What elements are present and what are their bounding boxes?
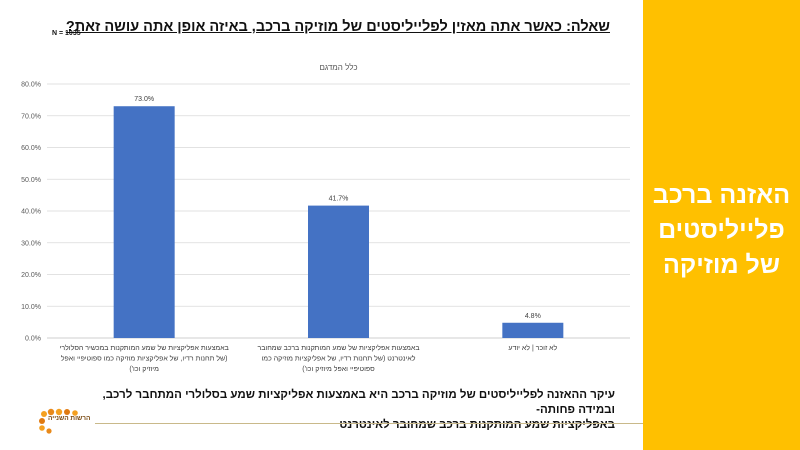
conclusion-text: עיקר ההאזנה לפלייליסטים של מוזיקה ברכב ה… (80, 388, 616, 433)
bar (502, 322, 564, 338)
x-category-label: (של תחנות רדיו, של אפליקציות מוזיקה כמו … (61, 355, 228, 363)
data-label: 4.8% (525, 313, 541, 320)
conclusion-line: עיקר ההאזנה לפלייליסטים של מוזיקה ברכב ה… (102, 389, 616, 416)
organization-logo-icon (39, 408, 78, 434)
x-category-label: באמצעות אפליקציות של שמע המותקנות ברכב ש… (257, 344, 419, 352)
y-tick-label: 30.0% (21, 240, 41, 247)
bar-chart: כלל המדגם 0.0% 10.0% 20.0% 30.0% 40.0% 50.0% 60… (21, 63, 630, 373)
footer-divider (95, 423, 643, 424)
x-category-label: באמצעות אפליקציות של שמע המותקנות במכשיר… (60, 344, 229, 352)
sample-size: N = 1035 (52, 30, 81, 37)
sidebar-title: האזנה ברכב פלייליסטים של מוזיקה (643, 178, 800, 283)
y-tick-label: 0.0% (25, 336, 41, 343)
x-category-label: מיוזיק וכו') (129, 366, 159, 373)
sidebar-panel: האזנה ברכב פלייליסטים של מוזיקה (643, 0, 800, 450)
x-category-label: לאינטרנט (של תחנות רדיו, של אפליקציות מו… (261, 355, 415, 363)
data-label: 73.0% (134, 96, 154, 103)
y-tick-label: 80.0% (21, 82, 41, 89)
chart-title: כלל המדגם (319, 63, 357, 72)
y-tick-label: 20.0% (21, 272, 41, 279)
y-tick-label: 10.0% (21, 304, 41, 311)
y-tick-label: 40.0% (21, 209, 41, 216)
sidebar-title-line: האזנה ברכב (652, 181, 791, 209)
bar (113, 106, 175, 338)
y-tick-label: 70.0% (21, 113, 41, 120)
y-tick-label: 50.0% (21, 177, 41, 184)
logo-text: הרשות השנייה (48, 415, 91, 422)
conclusion-line: באפליקציות שמע המותקנות ברכב שמחובר לאינ… (339, 419, 615, 431)
survey-question: שאלה: כאשר אתה מאזין לפלייליסטים של מוזי… (65, 19, 610, 35)
data-label: 41.7% (329, 196, 349, 203)
bar (308, 205, 369, 338)
x-category-label: ספוטיפיי ואפל מיוזיק וכו') (302, 365, 375, 373)
sidebar-title-line: של מוזיקה (663, 251, 780, 279)
x-category-label: לא זוכר | לא יודע (508, 344, 557, 352)
sidebar-title-line: פלייליסטים (658, 216, 785, 244)
y-tick-label: 60.0% (21, 145, 41, 152)
